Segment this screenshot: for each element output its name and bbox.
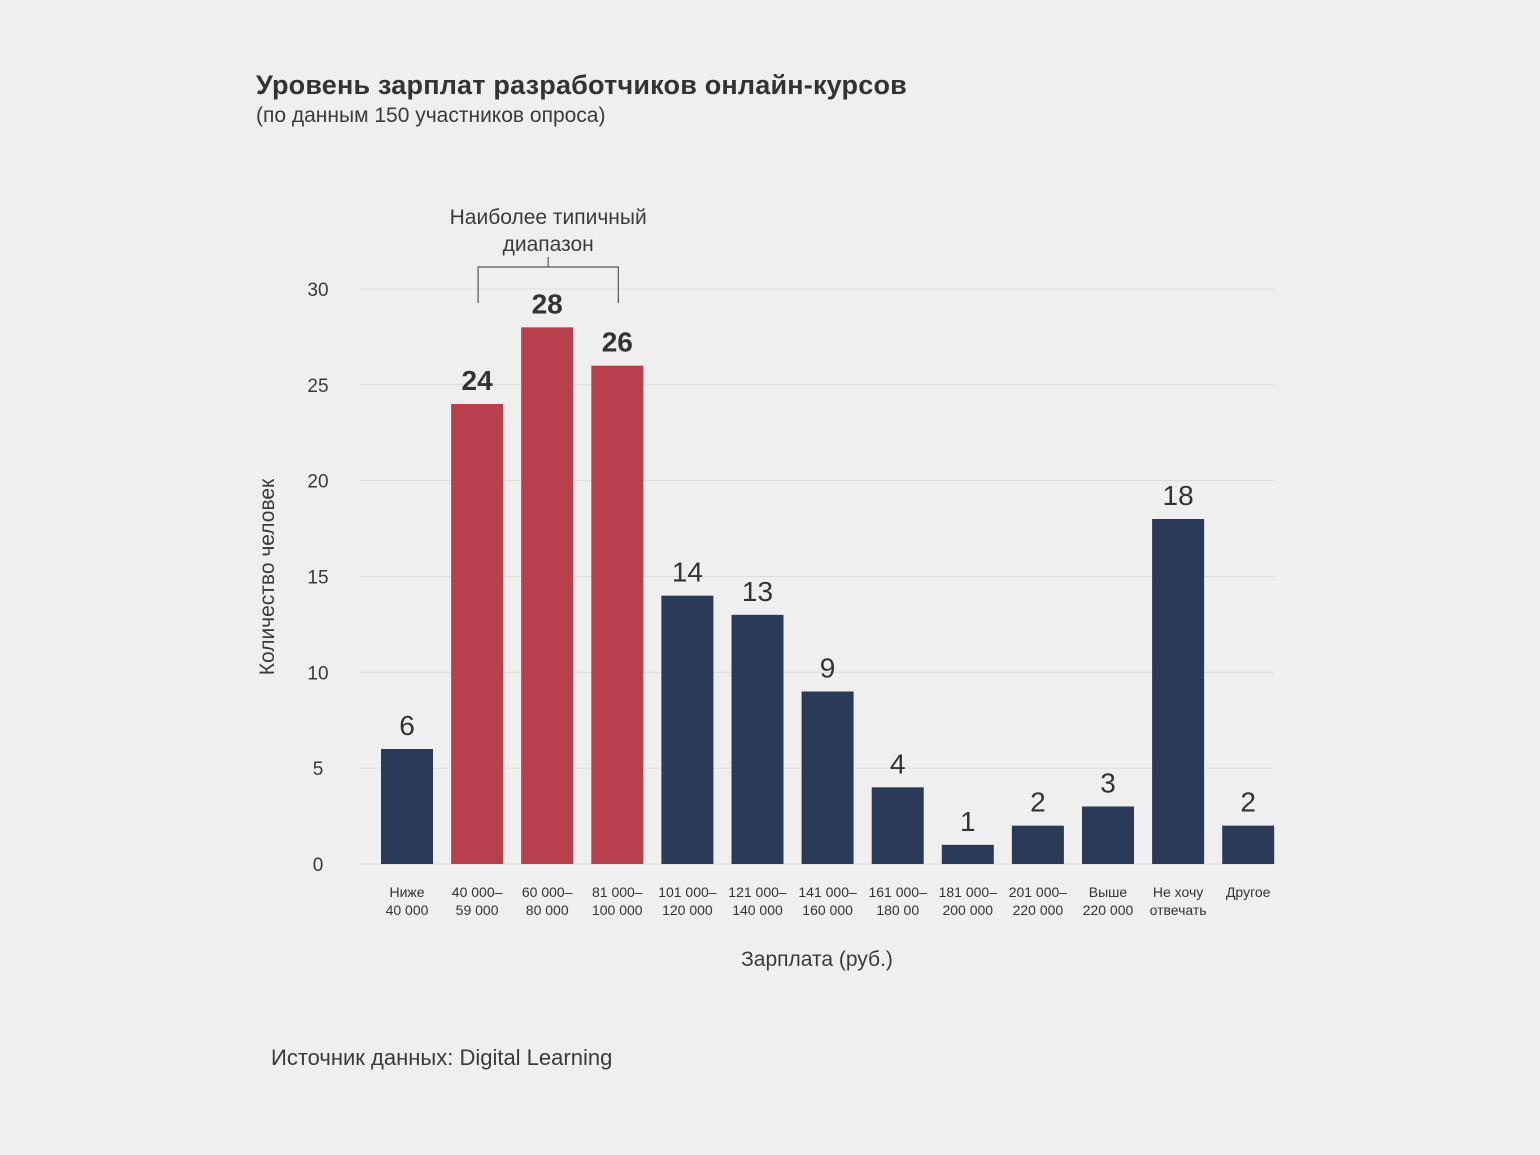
y-tick-label: 10	[307, 663, 328, 684]
chart-subtitle: (по данным 150 участников опроса)	[256, 104, 606, 127]
y-tick-label: 0	[313, 855, 324, 876]
bar	[871, 787, 924, 864]
bar	[521, 327, 574, 864]
value-label: 26	[602, 327, 633, 358]
data-source: Источник данных: Digital Learning	[271, 1045, 613, 1070]
y-tick-label: 20	[307, 472, 328, 493]
y-tick-label: 25	[307, 376, 328, 397]
bars	[381, 327, 1275, 864]
category-label: 60 000– 80 000	[522, 884, 573, 918]
y-tick-label: 5	[313, 759, 324, 780]
bar	[381, 749, 433, 864]
bar	[731, 614, 784, 864]
bar	[451, 404, 504, 864]
value-label: 18	[1163, 480, 1194, 511]
category-label: Ниже 40 000	[386, 884, 429, 918]
category-label: 181 000– 200 000	[939, 884, 998, 918]
category-label: 101 000– 120 000	[658, 884, 717, 918]
category-label: 121 000– 140 000	[728, 884, 787, 918]
bar	[591, 365, 644, 864]
category-label: 141 000– 160 000	[798, 884, 857, 918]
y-axis-ticks: 0 5 10 15 20 25 30	[307, 280, 328, 876]
value-label: 4	[890, 748, 906, 779]
annotation-text: Наиболее типичный	[450, 206, 647, 229]
y-tick-label: 30	[307, 280, 328, 301]
value-label: 9	[820, 653, 836, 684]
annotation-text: диапазон	[503, 233, 594, 256]
bar	[1082, 806, 1134, 864]
bar	[1011, 825, 1064, 864]
value-label: 28	[532, 288, 563, 319]
bar	[661, 595, 714, 864]
value-label: 2	[1030, 787, 1046, 818]
category-label: 161 000– 180 00	[868, 884, 927, 918]
value-label: 14	[672, 557, 703, 588]
value-label: 1	[960, 806, 976, 837]
bar	[1152, 519, 1205, 864]
value-label: 6	[399, 710, 415, 741]
category-labels: Ниже 40 000 40 000– 59 000 60 000– 80 000 81 0…	[386, 884, 1271, 918]
value-label: 3	[1100, 768, 1116, 799]
value-labels: 6 24 28 26 14 13 9 4 1 2 3 18 2	[399, 288, 1256, 837]
category-label: Выше 220 000	[1083, 884, 1134, 918]
category-label: Не хочу отвечать	[1150, 884, 1207, 918]
category-label: 81 000– 100 000	[592, 884, 643, 918]
category-label: Другое	[1226, 884, 1271, 900]
y-tick-label: 15	[307, 568, 328, 589]
bar	[941, 844, 994, 864]
value-label: 13	[742, 576, 773, 607]
annotation-bracket	[477, 257, 619, 303]
category-label: 201 000– 220 000	[1009, 884, 1068, 918]
bar	[801, 691, 854, 864]
value-label: 24	[462, 365, 494, 396]
category-label: 40 000– 59 000	[452, 884, 503, 918]
y-axis-title: Количество человек	[256, 478, 279, 675]
value-label: 2	[1240, 787, 1256, 818]
bar	[1222, 825, 1275, 864]
typical-range-annotation: Наиболее типичный диапазон	[450, 206, 647, 303]
chart-title: Уровень зарплат разработчиков онлайн-кур…	[256, 70, 907, 100]
x-axis-title: Зарплата (руб.)	[741, 948, 893, 971]
